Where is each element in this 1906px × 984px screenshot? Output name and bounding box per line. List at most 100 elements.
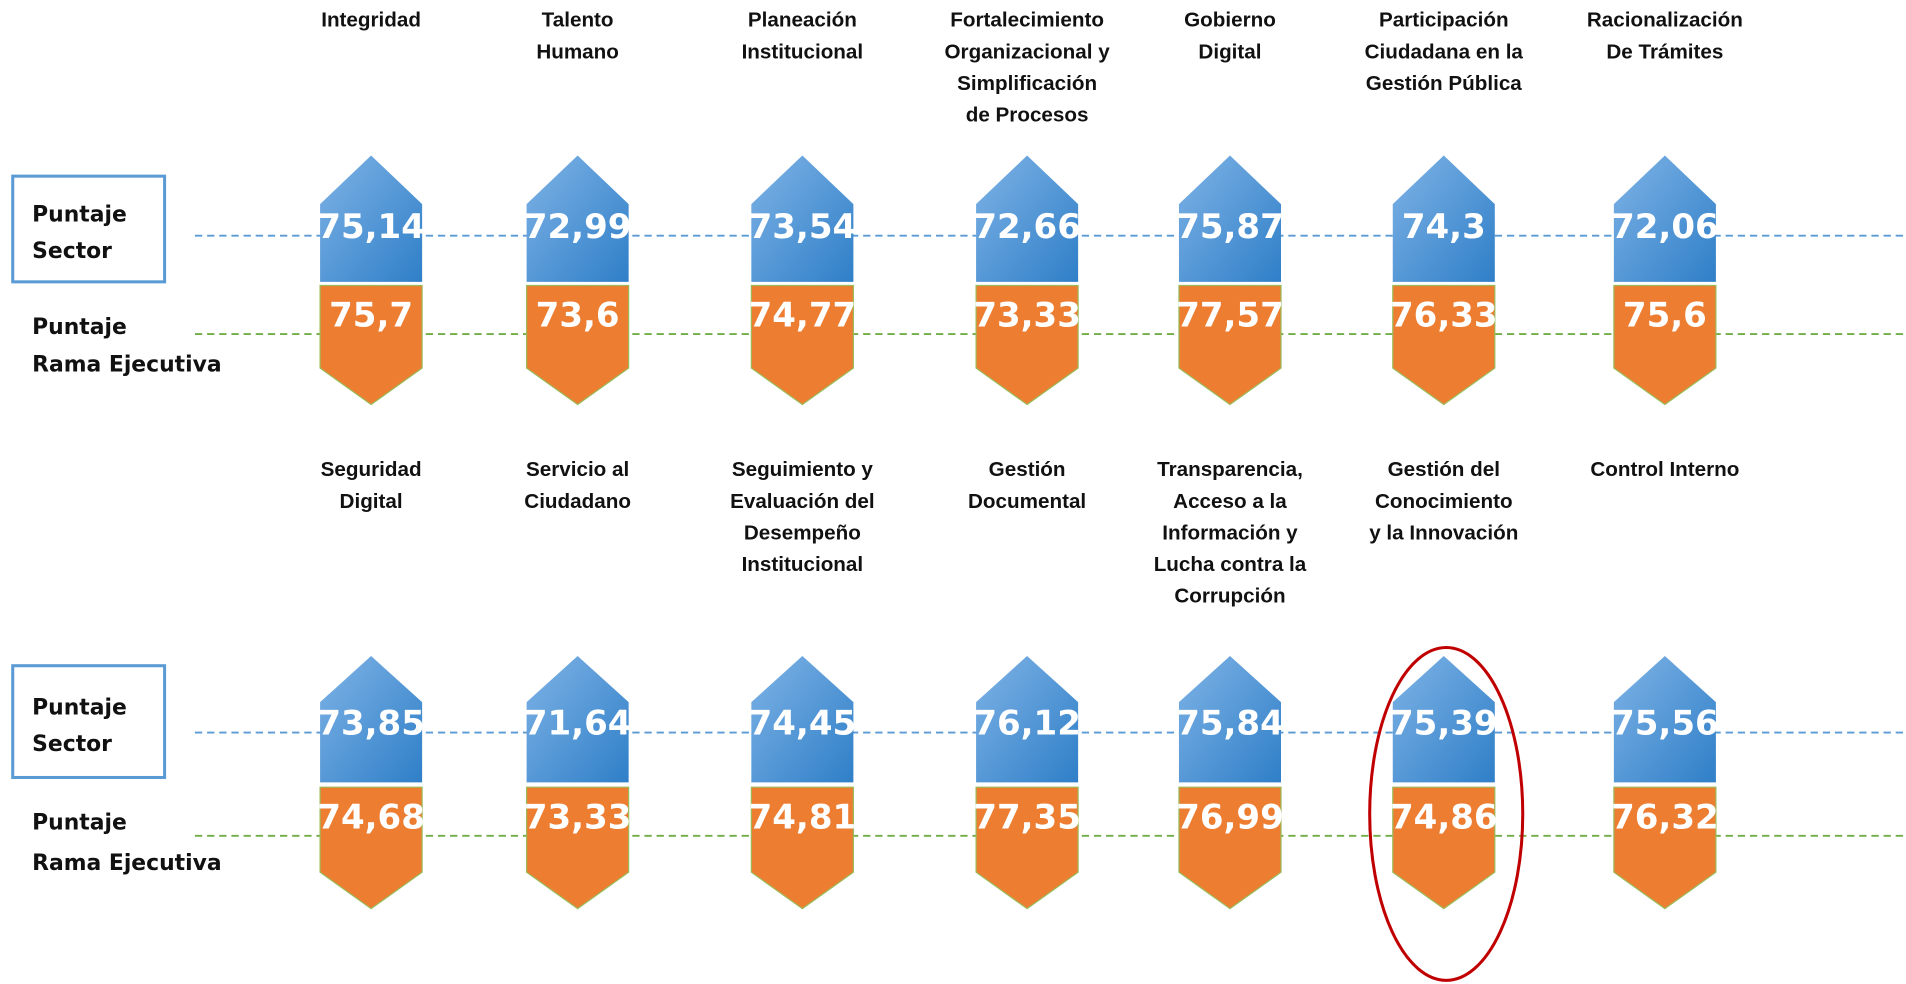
rama-value: 73,33 [524,797,632,837]
sector-value: 72,66 [973,207,1081,247]
item-title: y la Innovación [1369,521,1518,544]
sector-value: 76,12 [973,704,1081,744]
item-title: Gestión del [1388,458,1500,481]
rama-arrow [1178,786,1282,910]
sector-value: 75,84 [1176,704,1284,744]
item-title: Gobierno [1184,9,1276,32]
sector-label-box [11,174,167,284]
rama-label: Rama Ejecutiva [32,353,221,378]
sector-arrow [751,155,854,282]
item-title: Control Interno [1590,458,1739,481]
item-title: Evaluación del [730,490,875,513]
sector-arrow [320,656,423,783]
rama-value: 73,6 [536,296,620,336]
item-title: Talento [542,9,614,32]
rama-value: 74,81 [749,797,857,837]
item-title: Corrupción [1174,585,1285,608]
sector-label: Puntaje [32,203,127,228]
item-title: Información y [1162,521,1298,544]
item-title: Documental [968,490,1086,513]
sector-label: Sector [32,732,112,757]
sector-value: 72,99 [524,207,632,247]
rama-arrow [525,786,630,910]
item-title: Planeación [748,9,857,32]
sector-arrow [751,656,854,783]
rama-arrow [1392,786,1496,910]
rama-arrow [975,786,1079,910]
item-title: Gestión Pública [1366,72,1523,95]
sector-value: 73,54 [749,207,857,247]
rama-arrow [319,284,423,406]
rama-value: 76,99 [1176,797,1284,837]
sector-arrow [1613,656,1716,783]
sector-arrow [1392,656,1495,783]
item-title: Ciudadano [524,490,631,513]
sector-arrow [976,656,1079,783]
sector-arrow [526,656,629,783]
sector-value: 73,85 [317,704,425,744]
rama-value: 74,86 [1390,797,1498,837]
item-title: Fortalecimiento [950,9,1104,32]
sector-value: 75,14 [317,207,425,247]
item-title: Lucha contra la [1154,553,1307,576]
sector-arrow [1178,656,1281,783]
rama-label: Rama Ejecutiva [32,851,221,876]
rama-arrow [1178,284,1282,406]
item-title: Seguimiento y [732,458,874,481]
item-title: Participación [1379,9,1509,32]
rama-arrow [1392,284,1496,406]
item-title: Conocimiento [1375,490,1513,513]
rama-arrow [319,786,423,910]
item-title: de Procesos [966,103,1089,126]
sector-arrow [1178,155,1281,282]
item-title: Institucional [742,553,864,576]
sector-value: 75,39 [1390,704,1498,744]
sector-value: 72,06 [1611,207,1719,247]
rama-arrow [1613,786,1717,910]
item-title: Institucional [742,40,864,63]
sector-value: 74,3 [1402,207,1486,247]
sector-label-box [11,664,167,779]
rama-label: Puntaje [32,315,127,340]
rama-value: 77,35 [973,797,1081,837]
item-title: Desempeño [744,521,861,544]
rama-value: 75,6 [1623,296,1707,336]
item-title: Ciudadana en la [1365,40,1524,63]
item-title: Gestión [989,458,1066,481]
item-title: Integridad [321,9,421,32]
rama-value: 77,57 [1176,296,1284,336]
item-title: Seguridad [321,458,422,481]
item-title: Humano [536,40,619,63]
sector-arrow [526,155,629,282]
item-title: Racionalización [1587,9,1743,32]
sector-arrow [976,155,1079,282]
sector-label: Puntaje [32,695,127,720]
rama-value: 76,33 [1390,296,1498,336]
item-title: Digital [340,490,403,513]
item-title: Servicio al [526,458,629,481]
sector-label: Sector [32,239,112,264]
rama-arrow [750,284,854,406]
item-title: Organizacional y [945,40,1111,63]
rama-arrow [1613,284,1717,406]
rama-value: 76,32 [1611,797,1719,837]
item-title: Acceso a la [1173,490,1287,513]
rama-value: 73,33 [973,296,1081,336]
item-title: Simplificación [957,72,1097,95]
sector-value: 74,45 [749,704,857,744]
sector-arrow [320,155,423,282]
rama-arrow [525,284,630,406]
item-title: De Trámites [1606,40,1723,63]
highlight-ellipse [1368,645,1525,982]
rama-value: 75,7 [329,296,413,336]
rama-arrow [975,284,1079,406]
sector-value: 75,56 [1611,704,1719,744]
item-title: Transparencia, [1157,458,1303,481]
sector-value: 71,64 [524,704,632,744]
item-title: Digital [1198,40,1261,63]
sector-arrow [1613,155,1716,282]
sector-arrow [1392,155,1495,282]
sector-value: 75,87 [1176,207,1284,247]
